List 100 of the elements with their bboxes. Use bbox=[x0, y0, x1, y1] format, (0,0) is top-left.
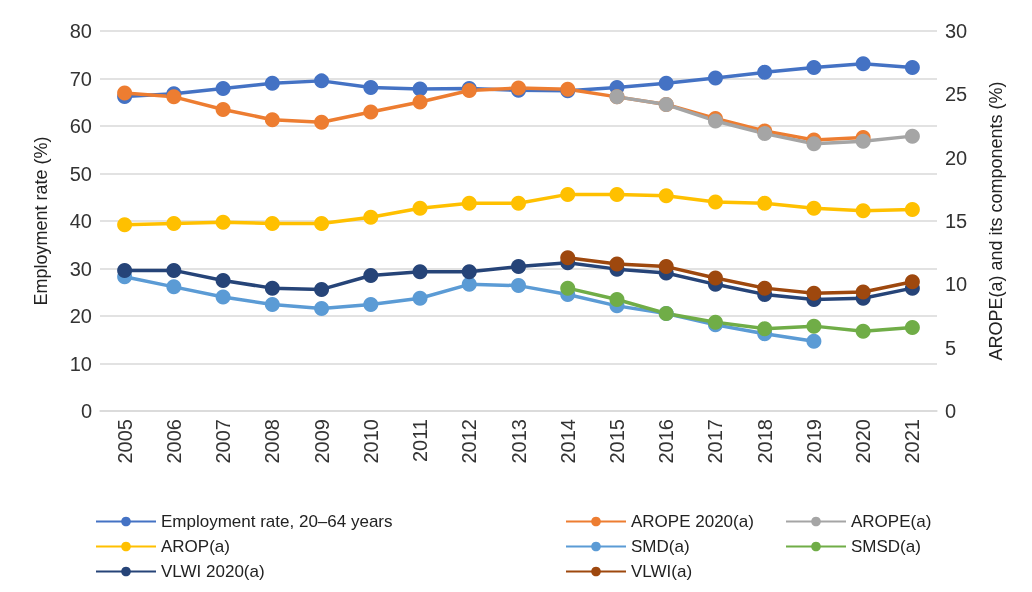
x-tick-label: 2006 bbox=[162, 419, 185, 464]
point bbox=[314, 114, 330, 130]
point bbox=[215, 214, 231, 230]
x-tick-label: 2012 bbox=[458, 419, 481, 464]
point bbox=[117, 85, 133, 101]
x-tick-label: 2007 bbox=[212, 419, 235, 464]
x-tick-label: 2010 bbox=[359, 419, 382, 464]
y-tick-label: 10 bbox=[69, 352, 92, 375]
point bbox=[215, 289, 231, 305]
point bbox=[166, 279, 182, 295]
y2-tick-label: 25 bbox=[945, 83, 968, 106]
point bbox=[658, 188, 674, 204]
point bbox=[461, 264, 477, 280]
x-tick-label: 2005 bbox=[113, 419, 136, 464]
point bbox=[264, 280, 280, 296]
legend-label: AROPE 2020(a) bbox=[631, 512, 754, 531]
point bbox=[757, 280, 773, 296]
x-tick-label: 2013 bbox=[507, 419, 530, 464]
point bbox=[806, 136, 822, 152]
point bbox=[166, 262, 182, 278]
point bbox=[560, 280, 576, 296]
x-tick-label: 2008 bbox=[261, 419, 284, 464]
y-tick-label: 70 bbox=[69, 67, 92, 90]
y-axis-title: Employment rate (%) bbox=[31, 136, 51, 306]
point bbox=[609, 292, 625, 308]
point bbox=[363, 104, 379, 120]
y2-tick-label: 10 bbox=[945, 273, 968, 296]
point bbox=[855, 284, 871, 300]
x-tick-label: 2015 bbox=[605, 419, 628, 464]
y2-tick-label: 15 bbox=[945, 210, 968, 232]
legend-label: AROP(a) bbox=[161, 537, 230, 556]
point bbox=[806, 333, 822, 349]
point bbox=[363, 267, 379, 283]
point bbox=[363, 209, 379, 225]
point bbox=[264, 75, 280, 91]
legend-label: AROPE(a) bbox=[851, 512, 932, 531]
point bbox=[511, 278, 526, 294]
point bbox=[166, 216, 182, 232]
y-tick-label: 20 bbox=[69, 305, 92, 327]
y-tick-label: 0 bbox=[80, 400, 92, 422]
x-tick-label: 2017 bbox=[704, 419, 727, 464]
point bbox=[806, 318, 822, 334]
point bbox=[904, 202, 920, 218]
point bbox=[314, 216, 330, 232]
x-tick-label: 2011 bbox=[409, 419, 432, 463]
y-tick-label: 50 bbox=[69, 162, 92, 185]
x-tick-label: 2018 bbox=[753, 419, 776, 464]
point bbox=[806, 200, 822, 216]
point bbox=[707, 194, 723, 210]
x-tick-label: 2014 bbox=[556, 419, 579, 464]
point bbox=[412, 290, 428, 306]
y-tick-label: 80 bbox=[69, 20, 92, 42]
x-tick-label: 2016 bbox=[655, 419, 678, 464]
point bbox=[511, 195, 526, 211]
x-tick-label: 2019 bbox=[802, 419, 825, 464]
point bbox=[904, 274, 920, 290]
legend-label: VLWI 2020(a) bbox=[161, 562, 265, 581]
point bbox=[757, 321, 773, 337]
x-tick-label: 2009 bbox=[310, 419, 333, 464]
point bbox=[412, 264, 428, 280]
legend-label: SMD(a) bbox=[631, 537, 690, 556]
point bbox=[806, 285, 822, 301]
point bbox=[855, 203, 871, 219]
point bbox=[264, 216, 280, 232]
point bbox=[117, 262, 133, 278]
point bbox=[117, 217, 133, 233]
point bbox=[412, 200, 428, 216]
y-tick-label: 30 bbox=[69, 257, 92, 280]
point bbox=[215, 102, 231, 118]
point bbox=[412, 94, 428, 110]
x-tick-label: 2020 bbox=[852, 419, 875, 464]
point bbox=[511, 259, 526, 275]
legend-label: Employment rate, 20–64 years bbox=[161, 512, 393, 531]
point bbox=[560, 186, 576, 202]
y-tick-label: 40 bbox=[69, 210, 92, 232]
point bbox=[707, 270, 723, 286]
point bbox=[314, 300, 330, 316]
y2-tick-label: 30 bbox=[945, 20, 968, 42]
y2-tick-label: 5 bbox=[945, 336, 957, 359]
y-tick-label: 60 bbox=[69, 115, 92, 137]
x-tick-label: 2021 bbox=[901, 419, 924, 464]
point bbox=[707, 70, 723, 86]
point bbox=[314, 73, 330, 89]
point bbox=[609, 256, 625, 272]
y2-axis-title: AROPE(a) and its components (%) bbox=[986, 81, 1006, 361]
point bbox=[412, 81, 428, 97]
y2-tick-label: 0 bbox=[945, 400, 957, 422]
point bbox=[806, 60, 822, 76]
point bbox=[757, 64, 773, 80]
point bbox=[757, 195, 773, 211]
point bbox=[215, 80, 231, 96]
point bbox=[658, 75, 674, 91]
point bbox=[855, 56, 871, 72]
point bbox=[264, 112, 280, 128]
point bbox=[363, 80, 379, 96]
point bbox=[904, 128, 920, 144]
point bbox=[855, 323, 871, 339]
point bbox=[904, 319, 920, 335]
point bbox=[560, 250, 576, 266]
point bbox=[314, 281, 330, 297]
